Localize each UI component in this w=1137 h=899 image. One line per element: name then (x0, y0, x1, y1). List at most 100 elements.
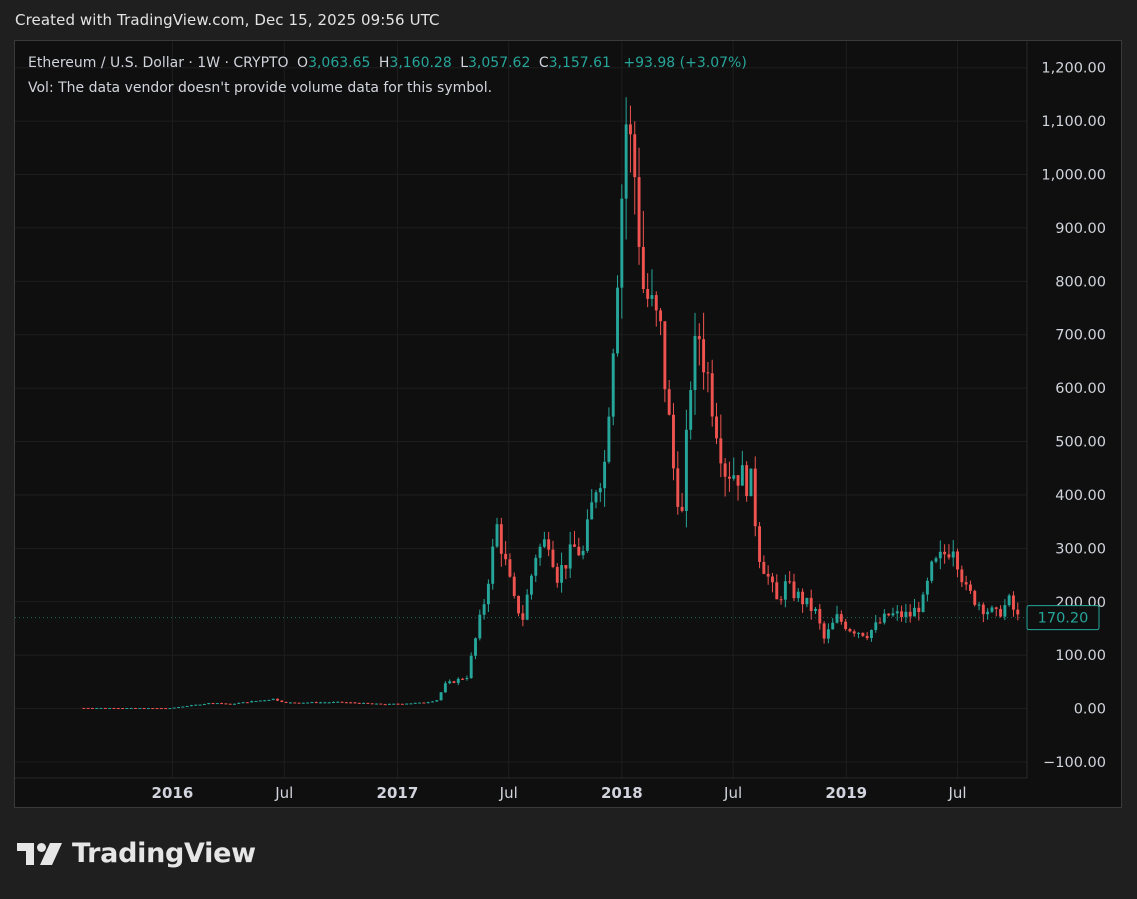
candle (986, 611, 990, 615)
candle (538, 546, 542, 558)
candle (233, 703, 236, 705)
candle (934, 558, 938, 562)
symbol-description[interactable]: Ethereum / U.S. Dollar · 1W · CRYPTO (28, 55, 289, 71)
candle (697, 336, 701, 340)
candle (181, 706, 185, 708)
candle (968, 584, 972, 591)
open-value: 3,063.65 (308, 55, 371, 71)
x-tick-label: Jul (723, 784, 742, 802)
candle (783, 581, 787, 600)
candle (409, 703, 413, 705)
candle (271, 698, 275, 700)
candle (207, 703, 211, 705)
candle (865, 635, 869, 639)
candle (314, 702, 318, 704)
candle (956, 551, 959, 570)
candle (887, 613, 891, 616)
candle (319, 702, 323, 704)
candle (680, 506, 684, 511)
y-tick-label: 300.00 (1055, 541, 1106, 557)
candle (775, 582, 779, 600)
candle (891, 613, 895, 616)
candle (551, 549, 555, 567)
candle (370, 703, 374, 705)
candle (237, 702, 241, 704)
candle (306, 702, 310, 704)
candle (517, 595, 520, 614)
candle (95, 707, 99, 709)
candle (723, 463, 727, 477)
candle (611, 353, 615, 417)
candle (908, 611, 912, 617)
candle (478, 614, 482, 639)
candle (831, 622, 835, 630)
candle (762, 561, 766, 574)
x-tick-label: Jul (499, 784, 518, 802)
candle (943, 551, 947, 555)
candle (706, 372, 710, 374)
candle (869, 629, 873, 639)
candle (650, 295, 654, 299)
candle (258, 700, 262, 702)
candle (925, 580, 929, 595)
candle (220, 703, 224, 705)
candle (672, 414, 675, 469)
candle (732, 475, 736, 479)
candle (293, 702, 297, 704)
y-tick-label: 100.00 (1055, 648, 1106, 664)
last-price-label: 170.20 (1038, 611, 1089, 627)
candle (826, 629, 830, 639)
candle (383, 704, 387, 706)
candle (624, 124, 628, 199)
candle (607, 416, 611, 462)
candle (159, 708, 163, 710)
volume-note: Vol: The data vendor doesn't provide vol… (28, 80, 493, 96)
y-tick-label: 700.00 (1055, 328, 1106, 344)
candle (844, 621, 848, 630)
candle (482, 604, 486, 615)
y-tick-label: 1,200.00 (1041, 61, 1106, 77)
candle (525, 594, 529, 620)
y-tick-label: 500.00 (1055, 435, 1106, 451)
candle (280, 700, 284, 702)
candle (379, 703, 383, 705)
candle (603, 461, 607, 489)
candle (771, 576, 774, 583)
candle (633, 134, 637, 178)
candle (142, 708, 146, 710)
candle (224, 703, 228, 705)
candle (456, 678, 460, 683)
candle (146, 708, 150, 710)
candle (801, 591, 805, 605)
candle (185, 706, 189, 708)
close-label: C (538, 55, 549, 71)
candle (577, 546, 581, 556)
x-tick-label: Jul (947, 784, 966, 802)
candle (431, 701, 434, 703)
candle (852, 631, 856, 634)
candle (469, 655, 473, 679)
candle (267, 699, 271, 701)
candle (676, 468, 680, 507)
candle (938, 551, 942, 559)
chart-legend: Ethereum / U.S. Dollar · 1W · CRYPTO O3,… (28, 56, 747, 106)
candle (392, 703, 396, 705)
candle (1003, 605, 1007, 617)
low-value: 3,057.62 (468, 55, 531, 71)
tradingview-logo[interactable]: TradingView (17, 838, 256, 869)
candle (452, 681, 456, 683)
candle (215, 703, 219, 705)
candle (792, 581, 796, 599)
candle (362, 702, 366, 704)
price-chart[interactable]: 1,200.00 1,100.00 1,000.00 900.00 800.00 700.… (15, 41, 1121, 807)
tradingview-wordmark: TradingView (72, 838, 256, 869)
candle (921, 594, 925, 613)
y-tick-label: 800.00 (1055, 274, 1106, 290)
y-tick-label: 0.00 (1074, 702, 1106, 718)
last-price-tag (1026, 605, 1100, 631)
chart-panel[interactable]: 1,200.00 1,100.00 1,000.00 900.00 800.00 700.… (14, 40, 1122, 808)
candle (439, 692, 443, 701)
candle (809, 597, 813, 612)
high-label: H (378, 55, 390, 71)
candle (1016, 609, 1020, 615)
